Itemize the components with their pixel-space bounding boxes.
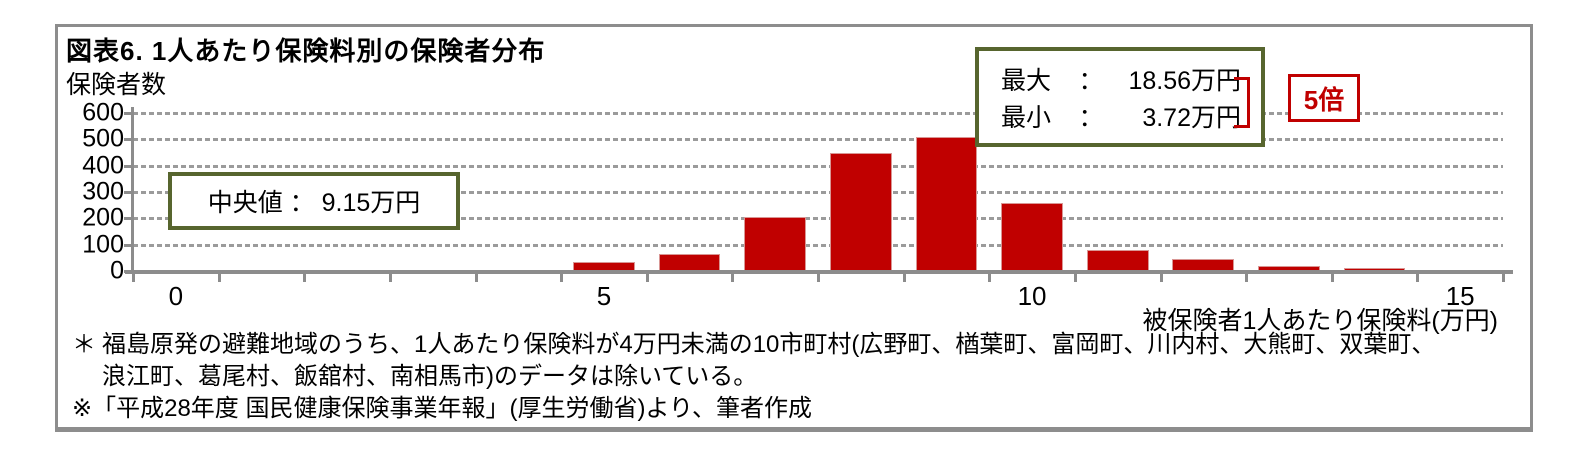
bar-bin-13 bbox=[1258, 265, 1320, 271]
x-tick-mark-3 bbox=[388, 273, 392, 282]
x-tick-mark-14 bbox=[1330, 273, 1334, 282]
gridline-100 bbox=[133, 243, 1503, 247]
y-axis-unit-label: 保険者数 bbox=[66, 71, 167, 99]
x-tick-mark-2 bbox=[303, 273, 307, 282]
y-tick-mark-0 bbox=[124, 270, 131, 273]
gridline-500 bbox=[133, 138, 1503, 142]
median-annotation-box: 中央値 ： 9.15万円 bbox=[168, 172, 460, 230]
footnote-2: ※「平成28年度 国民健康保険事業年報」(厚生労働省)より、筆者作成 bbox=[72, 395, 813, 422]
footnote-1-marker: ＊ bbox=[72, 331, 96, 358]
x-tick-label-5: 5 bbox=[596, 281, 612, 311]
max-min-bracket bbox=[1234, 77, 1250, 128]
x-tick-mark-1 bbox=[217, 273, 221, 282]
y-tick-mark-600 bbox=[124, 112, 131, 115]
figure-frame: 図表6. 1人あたり保険料別の保険者分布 保険者数 0 100 200 300 400 5… bbox=[55, 24, 1533, 432]
footnote-1-line2: 浪江町、葛尾村、飯舘村、南相馬市)のデータは除いている。 bbox=[102, 363, 758, 390]
bar-bin-9 bbox=[915, 136, 978, 271]
min-separator: ： bbox=[1078, 104, 1104, 132]
y-tick-mark-100 bbox=[124, 243, 131, 247]
x-axis-line bbox=[125, 270, 1513, 274]
y-tick-label-0: 0 bbox=[110, 256, 124, 285]
x-tick-label-0: 0 bbox=[168, 281, 184, 311]
x-tick-mark-4 bbox=[474, 273, 478, 282]
bar-bin-10 bbox=[1001, 202, 1063, 271]
x-tick-mark-16 bbox=[1502, 273, 1505, 282]
x-tick-mark-0 bbox=[132, 273, 135, 282]
x-tick-label-10: 10 bbox=[1017, 281, 1047, 311]
footnote-1-line1: 福島原発の避難地域のうち、1人あたり保険料が4万円未満の10市町村(広野町、楢葉… bbox=[102, 331, 1436, 358]
bar-bin-11 bbox=[1086, 249, 1149, 271]
bar-bin-5 bbox=[573, 261, 635, 271]
bar-bin-6 bbox=[658, 253, 721, 271]
y-tick-label-500: 500 bbox=[82, 124, 124, 153]
y-axis-tick-labels: 0 100 200 300 400 500 600 bbox=[58, 99, 124, 285]
gridline-200 bbox=[133, 217, 1503, 221]
y-axis-line bbox=[131, 107, 134, 274]
bar-bin-8 bbox=[829, 152, 892, 271]
median-value: 9.15万円 bbox=[321, 189, 421, 217]
bar-bin-12 bbox=[1172, 259, 1235, 271]
ratio-badge: 5倍 bbox=[1288, 74, 1360, 122]
y-tick-label-400: 400 bbox=[82, 151, 124, 180]
ratio-badge-label: 5倍 bbox=[1303, 84, 1345, 115]
y-tick-mark-500 bbox=[124, 138, 131, 142]
y-tick-mark-200 bbox=[124, 217, 131, 221]
x-tick-label-15: 15 bbox=[1445, 281, 1475, 311]
x-tick-mark-15 bbox=[1416, 273, 1420, 282]
x-axis-title: 被保険者1人あたり保険料(万円) bbox=[1142, 307, 1498, 335]
x-tick-mark-11 bbox=[1073, 273, 1077, 282]
footnotes: ＊ 福島原発の避難地域のうち、1人あたり保険料が4万円未満の10市町村(広野町、… bbox=[72, 329, 1435, 425]
median-label: 中央値 bbox=[207, 189, 283, 217]
gridline-600 bbox=[133, 112, 1503, 115]
plot-area: 0 5 10 15 bbox=[124, 107, 1513, 311]
bar-bin-14 bbox=[1343, 268, 1406, 271]
max-separator: ： bbox=[1078, 67, 1104, 95]
y-tick-label-100: 100 bbox=[82, 230, 124, 259]
x-tick-mark-8 bbox=[817, 273, 820, 282]
x-tick-mark-7 bbox=[731, 273, 735, 282]
x-tick-mark-9 bbox=[902, 273, 906, 282]
x-tick-mark-10 bbox=[988, 273, 992, 282]
figure-title: 図表6. 1人あたり保険料別の保険者分布 bbox=[66, 36, 546, 66]
gridline-400 bbox=[133, 164, 1503, 168]
y-tick-label-300: 300 bbox=[82, 177, 124, 206]
min-value: 3.72万円 bbox=[1142, 104, 1241, 132]
y-tick-mark-300 bbox=[124, 191, 131, 194]
min-row: 最小 ： 3.72万円 bbox=[1001, 100, 1261, 137]
x-tick-mark-6 bbox=[645, 273, 649, 282]
footnote-1: ＊ 福島原発の避難地域のうち、1人あたり保険料が4万円未満の10市町村(広野町、… bbox=[72, 329, 1435, 393]
x-tick-mark-13 bbox=[1245, 273, 1249, 282]
x-tick-mark-5 bbox=[560, 273, 564, 282]
max-min-annotation-box: 最大 ： 18.56万円 最小 ： 3.72万円 bbox=[975, 47, 1265, 147]
footnote-1-text: 福島原発の避難地域のうち、1人あたり保険料が4万円未満の10市町村(広野町、楢葉… bbox=[102, 329, 1435, 393]
max-value: 18.56万円 bbox=[1128, 67, 1241, 95]
gridline-300 bbox=[133, 191, 1503, 194]
x-tick-mark-12 bbox=[1159, 273, 1163, 282]
y-tick-label-200: 200 bbox=[82, 203, 124, 232]
y-tick-mark-400 bbox=[124, 164, 131, 168]
min-label: 最小 bbox=[1001, 104, 1052, 132]
median-separator: ： bbox=[282, 189, 322, 217]
y-tick-label-600: 600 bbox=[82, 98, 124, 127]
max-label: 最大 bbox=[1001, 67, 1052, 95]
bar-bin-7 bbox=[744, 217, 806, 271]
max-row: 最大 ： 18.56万円 bbox=[1001, 63, 1261, 100]
